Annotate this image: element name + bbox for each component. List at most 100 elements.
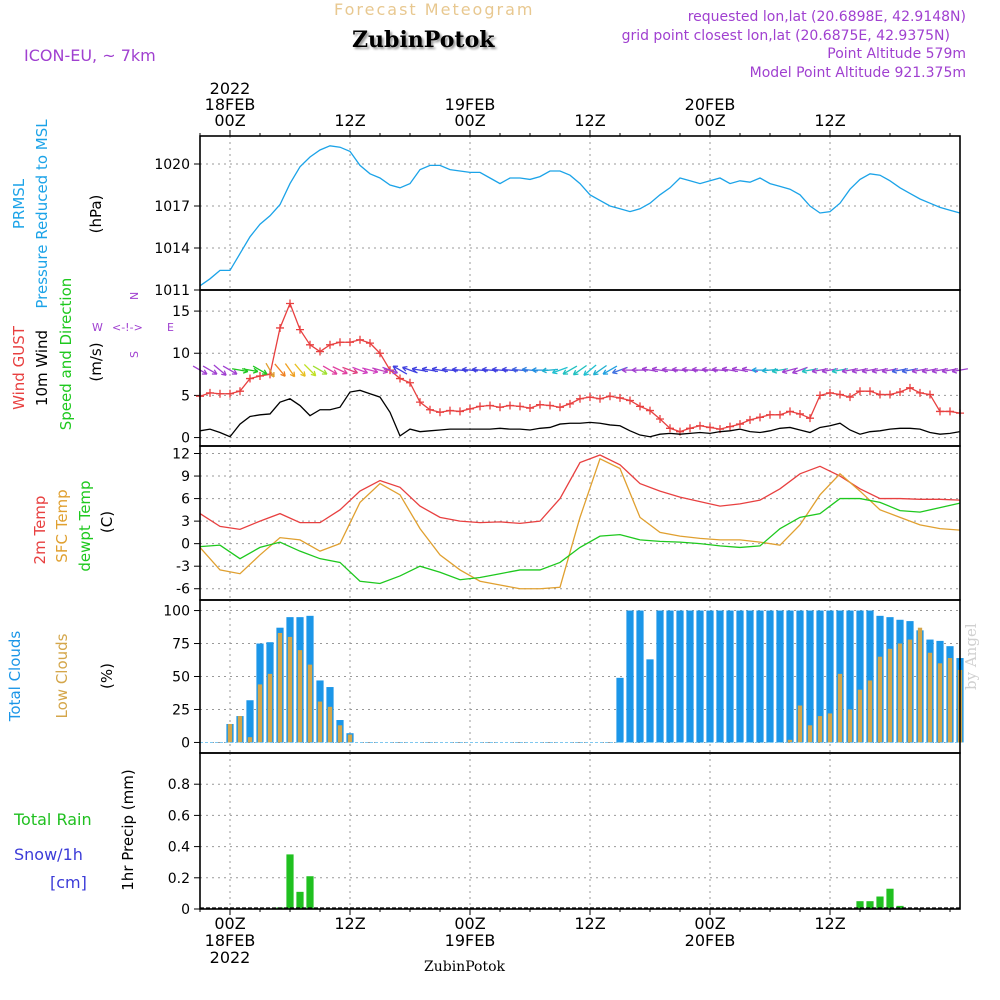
wind-arrow-head [721,366,728,373]
wind-arrow-head [941,367,948,374]
wind-arrow [461,366,479,373]
wind-arrow-shaft [312,365,328,375]
gust-marker [236,387,244,396]
gust-marker [286,299,294,308]
gust-marker [476,402,484,411]
wind-arrow [583,364,597,376]
top-time-label: 20FEB [685,95,736,114]
wind-arrow-head [451,366,457,373]
wind-arrow [481,366,499,373]
gust-marker [246,374,254,383]
y-tick-label: 0.4 [168,840,190,856]
wind-arrow-shaft [372,367,388,373]
wind-arrow-head [681,366,687,373]
wind-arrow-head [821,367,828,374]
gust-marker [596,394,604,403]
top-time-label: 12Z [334,111,365,130]
wind-arrow-head [931,367,938,374]
bottom-time-label: 2022 [210,948,251,967]
wind-arrow-shaft [481,368,499,372]
temp-2m-label: 2m Temp [31,496,49,565]
wind-arrow-head [661,366,667,373]
gust-marker [566,399,574,408]
total-cloud-bar [726,610,734,743]
wind-arrow-head [401,365,408,372]
wind-arrow-head [321,369,328,375]
gust-marker [416,398,424,407]
rain-bar [296,891,304,909]
y-tick-label: 9 [181,469,190,485]
series-line [199,389,961,438]
wind-arrow-head [252,367,259,374]
total-cloud-bar [716,610,724,743]
wind-arrow-shaft [213,364,227,376]
gust-marker [896,388,904,397]
wind-arrow-shaft [501,368,519,372]
top-time-label: 18FEB [205,95,256,114]
wind-arrow [213,364,227,376]
total-cloud-bar [816,610,824,743]
wind-arrow-shaft [274,363,286,377]
low-cloud-bar [837,673,843,743]
total-cloud-bar [756,610,764,743]
low-cloud-bar [257,684,263,743]
wind-arrow-shaft [232,368,248,373]
low-cloud-bar [337,725,343,743]
gust-marker [866,387,874,396]
top-time-label: 12Z [814,111,845,130]
gust-marker [756,413,764,422]
gust-marker [586,393,594,402]
wind-arrow-shaft [573,364,587,376]
series-line [199,301,961,433]
gust-marker [486,401,494,410]
wind-arrow [202,365,218,375]
gust-marker [906,383,914,392]
y-tick-label: 1017 [154,199,190,215]
wind-arrow [671,366,689,373]
y-tick-label: 1011 [154,283,190,299]
wind-arrow-shaft [593,364,607,376]
low-cloud-bar [307,664,313,743]
wind-arrow [551,366,568,375]
wind-arrow-head [461,366,467,373]
wind-arrow [791,366,808,375]
y-tick-label: 1014 [154,241,190,257]
rain-bar [306,876,314,909]
wind-arrow [781,367,798,374]
gust-marker [876,390,884,399]
wind-arrow-head [331,369,338,375]
gust-marker [796,409,804,418]
wind-arrow [661,366,679,373]
wind-arrow-shaft [742,368,758,373]
panel-frame [199,135,961,291]
bottom-time-label: 00Z [454,914,485,933]
snow-unit: [cm] [50,873,87,892]
y-tick-label: -3 [176,559,190,575]
wind-arrow [252,365,268,375]
y-tick-label: 0.2 [168,871,190,887]
wind-arrow-head [741,366,748,373]
gust-marker [406,378,414,387]
gust-marker [656,415,664,424]
total-cloud-bar [766,610,774,743]
gust-marker [936,407,944,416]
wind-arrow-head [592,369,599,376]
gust-marker [506,401,514,410]
y-tick-label: 0.8 [168,777,190,793]
total-cloud-bar [636,610,644,743]
wind-arrow [322,365,338,375]
wind-arrow-head [289,371,296,378]
y-tick-label: 50 [172,670,190,686]
y-tick-label: 1020 [154,157,190,173]
gust-marker [226,389,234,398]
temp-unit: (C) [98,511,116,533]
low-cloud-bar [327,706,333,743]
gust-marker [806,414,814,423]
wind-arrow [701,366,719,373]
low-cloud-bar [867,680,873,743]
wind-arrow-shaft [352,366,368,374]
gust-marker [776,410,784,419]
wind-arrow [602,365,618,375]
cloud-unit: (%) [98,663,116,689]
wind-arrow-head [491,366,497,373]
